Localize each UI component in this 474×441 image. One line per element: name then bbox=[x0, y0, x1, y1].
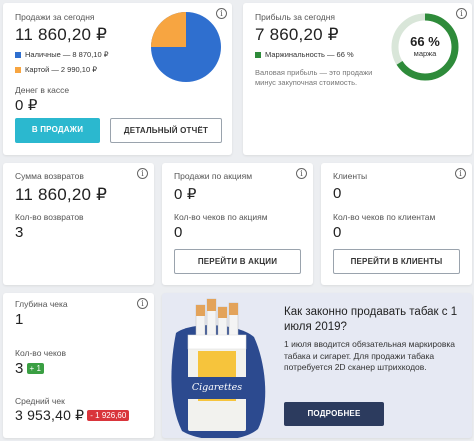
cigarette-filter bbox=[218, 307, 227, 318]
receipt-count-change-badge: + 1 bbox=[26, 363, 44, 374]
learn-more-button[interactable]: ПОДРОБНЕЕ bbox=[284, 402, 384, 426]
margin-ring-caption: маржа bbox=[413, 49, 437, 58]
margin-ring-arc bbox=[391, 13, 459, 81]
cigarette-pack-illustration bbox=[171, 298, 266, 438]
receipt-count-label: Кол-во чеков bbox=[15, 348, 67, 358]
cash-swatch bbox=[15, 51, 21, 58]
legend-card: Картой — 2 990,10 ₽ bbox=[15, 65, 97, 74]
returns-title: Сумма возвратов bbox=[15, 171, 84, 181]
go-to-promotions-button[interactable]: ПЕРЕЙТИ В АКЦИИ bbox=[174, 249, 301, 274]
promo-sales-title: Продажи по акциям bbox=[174, 171, 253, 181]
tobacco-promo-banner: Cigarettes Как законно продавать табак с… bbox=[162, 293, 472, 438]
legend-card-label: Картой — 2 990,10 ₽ bbox=[25, 65, 97, 74]
sales-today-title: Продажи за сегодня bbox=[15, 12, 95, 22]
info-icon[interactable]: i bbox=[455, 168, 466, 179]
info-icon[interactable]: i bbox=[216, 8, 227, 19]
client-receipts-value: 0 bbox=[333, 224, 342, 241]
returns-card: Сумма возвратов 11 860,20 ₽ Кол-во возвр… bbox=[3, 163, 154, 285]
legend-margin-label: Маржинальность — 66 % bbox=[265, 50, 354, 59]
receipts-card: Глубина чека 1 Кол-во чеков 3 + 1 Средни… bbox=[3, 293, 154, 438]
profit-today-title: Прибыль за сегодня bbox=[255, 12, 335, 22]
promo-heading: Как законно продавать табак с 1 июля 201… bbox=[284, 306, 458, 333]
promo-sales-amount: 0 ₽ bbox=[174, 186, 197, 203]
sales-pie-chart bbox=[151, 12, 221, 82]
returns-count-label: Кол-во возвратов bbox=[15, 212, 84, 222]
average-receipt-value: 3 953,40 ₽ bbox=[15, 407, 85, 423]
receipt-count-value: 3 bbox=[15, 360, 24, 377]
sales-today-card: Продажи за сегодня 11 860,20 ₽ Наличные … bbox=[3, 3, 232, 155]
promo-receipts-value: 0 bbox=[174, 224, 183, 241]
promo-sales-card: Продажи по акциям 0 ₽ Кол-во чеков по ак… bbox=[162, 163, 313, 285]
margin-ring-chart bbox=[391, 13, 459, 81]
legend-cash: Наличные — 8 870,10 ₽ bbox=[15, 50, 108, 59]
cigarette-filter bbox=[207, 299, 216, 311]
pack-label-text: Cigarettes bbox=[191, 382, 243, 393]
returns-amount: 11 860,20 ₽ bbox=[15, 185, 108, 204]
sales-today-amount: 11 860,20 ₽ bbox=[15, 25, 108, 44]
info-icon[interactable]: i bbox=[137, 298, 148, 309]
pack-flap bbox=[187, 334, 247, 350]
cash-in-register-label: Денег в кассе bbox=[15, 85, 70, 95]
clients-amount: 0 bbox=[333, 185, 342, 202]
average-receipt-label: Средний чек bbox=[15, 396, 65, 406]
info-icon[interactable]: i bbox=[296, 168, 307, 179]
pie-card-slice bbox=[151, 12, 186, 47]
go-to-clients-button[interactable]: ПЕРЕЙТИ В КЛИЕНТЫ bbox=[333, 249, 460, 274]
profit-note: Валовая прибыль — это продажи минус заку… bbox=[255, 68, 373, 87]
legend-cash-label: Наличные — 8 870,10 ₽ bbox=[25, 50, 109, 59]
promo-body: 1 июля вводится обязательная маркировка … bbox=[284, 339, 455, 372]
receipt-depth-label: Глубина чека bbox=[15, 299, 68, 309]
cash-in-register-value: 0 ₽ bbox=[15, 97, 38, 114]
average-receipt-row: 3 953,40 ₽ - 1 926,60 bbox=[15, 407, 130, 424]
margin-ring-value: 66 % bbox=[410, 34, 440, 49]
info-icon[interactable]: i bbox=[137, 168, 148, 179]
returns-count-value: 3 bbox=[15, 224, 24, 241]
average-receipt-change-badge: - 1 926,60 bbox=[87, 410, 130, 421]
legend-margin: Маржинальность — 66 % bbox=[255, 50, 354, 59]
cigarette-filter bbox=[229, 303, 238, 315]
receipt-count-row: 3 + 1 bbox=[15, 360, 44, 377]
clients-title: Клиенты bbox=[333, 171, 368, 181]
pack-label bbox=[188, 377, 246, 399]
card-swatch bbox=[15, 66, 21, 73]
client-receipts-label: Кол-во чеков по клиентам bbox=[333, 212, 436, 222]
receipt-depth-value: 1 bbox=[15, 311, 24, 328]
clients-card: Клиенты 0 Кол-во чеков по клиентам 0 i П… bbox=[321, 163, 472, 285]
profit-today-amount: 7 860,20 ₽ bbox=[255, 25, 339, 44]
margin-swatch bbox=[255, 51, 261, 58]
go-to-sales-button[interactable]: В ПРОДАЖИ bbox=[15, 118, 100, 143]
info-icon[interactable]: i bbox=[456, 8, 467, 19]
detailed-report-button[interactable]: ДЕТАЛЬНЫЙ ОТЧЁТ bbox=[110, 118, 222, 143]
promo-receipts-label: Кол-во чеков по акциям bbox=[174, 212, 268, 222]
profit-today-card: Прибыль за сегодня 7 860,20 ₽ Маржинальн… bbox=[243, 3, 472, 155]
cigarette-filter bbox=[196, 305, 205, 316]
